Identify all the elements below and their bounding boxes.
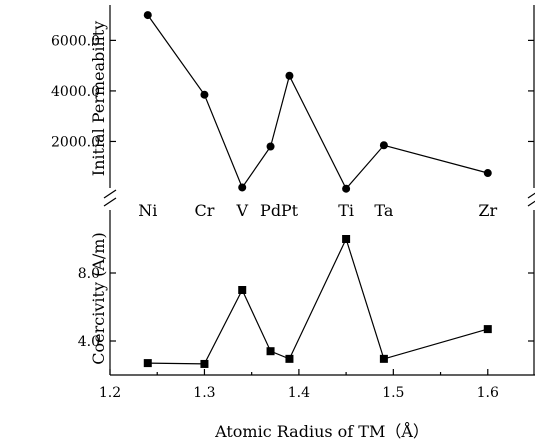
data-point-bottom xyxy=(266,347,275,356)
data-point-top xyxy=(379,141,388,150)
x-tick-label: 1.2 xyxy=(99,385,121,401)
data-point-top xyxy=(143,11,152,20)
data-point-top xyxy=(238,183,247,192)
y-tick-label-top: 6000.0 xyxy=(51,33,100,49)
element-label-ta: Ta xyxy=(374,201,393,220)
data-point-bottom xyxy=(200,359,209,368)
data-point-bottom xyxy=(342,235,351,243)
y-tick-label-top: 4000.0 xyxy=(51,84,100,100)
y-tick-label-bottom: 8.0 xyxy=(78,266,100,282)
data-point-bottom xyxy=(285,354,294,363)
series-line-bottom xyxy=(147,237,488,365)
data-point-top xyxy=(285,71,294,80)
chart-marks xyxy=(143,11,492,368)
x-tick-label: 1.3 xyxy=(193,385,215,401)
element-label-v: V xyxy=(235,201,248,220)
element-label-cr: Cr xyxy=(194,201,214,220)
axis-break-mark-right-1 xyxy=(527,192,535,199)
x-tick-label: 1.5 xyxy=(382,385,404,401)
y-tick-label-top: 2000.0 xyxy=(51,134,100,150)
x-axis-title: Atomic Radius of TM（Å） xyxy=(214,421,429,441)
data-point-bottom xyxy=(483,325,492,334)
series-line-top xyxy=(147,14,488,190)
element-label-pt: Pt xyxy=(281,201,299,220)
data-point-top xyxy=(266,142,275,151)
y-axis-title-bottom: Coercivity (A/m) xyxy=(89,232,108,364)
data-point-top xyxy=(342,184,351,193)
x-tick-label: 1.6 xyxy=(477,385,499,401)
axis-break-mark-right-2 xyxy=(527,200,535,207)
data-point-bottom xyxy=(379,354,388,363)
axis-break-mark-left-2 xyxy=(103,197,117,207)
data-point-bottom xyxy=(238,286,247,294)
axes xyxy=(103,5,535,376)
element-label-pd: Pd xyxy=(260,201,281,220)
data-point-top xyxy=(483,169,492,178)
y-axis-title-top: Initial Permeability xyxy=(89,21,108,176)
x-tick-label: 1.4 xyxy=(288,385,310,401)
chart-texts: 1.2 1.3 1.4 1.5 1.6 Atomic Radius of TM（Å） 200… xyxy=(51,21,499,441)
y-tick-label-bottom: 4.0 xyxy=(78,334,100,350)
element-label-zr: Zr xyxy=(478,201,497,220)
element-label-ni: Ni xyxy=(138,201,157,220)
data-point-top xyxy=(200,90,209,99)
data-point-bottom xyxy=(143,359,152,368)
element-label-ti: Ti xyxy=(338,201,354,220)
axis-break-mark-left-1 xyxy=(103,189,117,199)
